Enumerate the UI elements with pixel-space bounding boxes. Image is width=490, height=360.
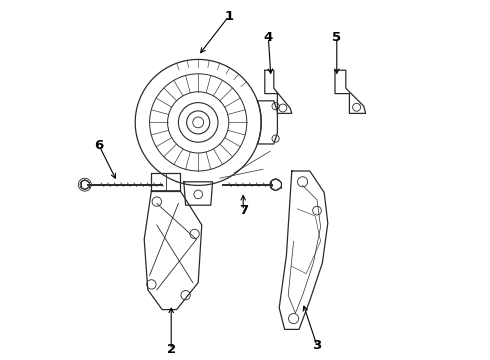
Text: 4: 4 bbox=[264, 31, 273, 44]
Text: 7: 7 bbox=[239, 204, 248, 217]
Text: 3: 3 bbox=[313, 339, 321, 352]
Text: 6: 6 bbox=[95, 139, 104, 152]
Text: 2: 2 bbox=[167, 343, 176, 356]
Text: 5: 5 bbox=[332, 31, 342, 44]
Text: 1: 1 bbox=[224, 10, 233, 23]
